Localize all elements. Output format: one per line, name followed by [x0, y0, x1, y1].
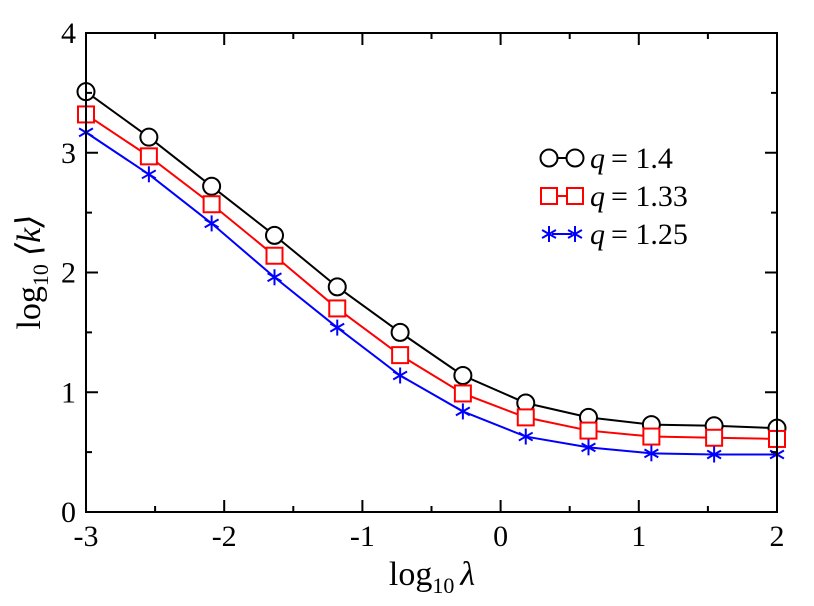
data-point: [390, 322, 410, 342]
x-tick-label: 2: [770, 520, 785, 553]
y-tick-label: 4: [61, 17, 76, 50]
x-axis-label: log10 λ: [389, 556, 475, 598]
data-point: [139, 127, 159, 147]
plot-area: [76, 82, 787, 463]
legend-entry: q = 1.4: [539, 142, 673, 175]
x-tick-label: 0: [493, 520, 508, 553]
legend-label: q = 1.33: [590, 180, 688, 213]
data-point: [202, 195, 221, 214]
data-point: [643, 445, 659, 462]
data-point: [706, 446, 722, 463]
asterisk-stroke: [267, 272, 282, 283]
asterisk-stroke: [581, 442, 596, 453]
legend-marker: [540, 187, 558, 205]
series-line: [85, 90, 778, 430]
data-point: [453, 384, 472, 403]
y-tick-label: 3: [61, 137, 76, 170]
legend-marker: [539, 148, 559, 168]
x-tick-label: -2: [212, 520, 237, 553]
data-point: [265, 225, 285, 245]
series-line: [85, 131, 777, 456]
asterisk-stroke: [518, 431, 534, 442]
data-point: [202, 176, 222, 196]
series-2: [78, 124, 785, 463]
asterisk-stroke: [141, 169, 157, 180]
plot-frame: [85, 32, 778, 513]
asterisk-stroke: [643, 448, 659, 459]
data-point: [267, 269, 282, 286]
x-tick-label: 1: [631, 520, 646, 553]
asterisk-stroke: [706, 449, 722, 460]
legend-marker: [567, 226, 583, 242]
series-0: [76, 82, 787, 438]
x-tick-label: -3: [74, 520, 99, 553]
series-1: [77, 105, 786, 448]
legend-marker: [541, 226, 557, 242]
data-point: [579, 421, 598, 440]
data-point: [453, 365, 473, 385]
data-point: [518, 428, 534, 445]
asterisk-stroke: [567, 229, 583, 239]
axis-ticks: -3 -2 -1 0 1 2 0 1 2 3 4: [61, 17, 785, 553]
y-axis-label: log10⟨k⟩: [11, 214, 53, 329]
series-line: [85, 113, 778, 440]
legend-label: q = 1.25: [590, 218, 688, 251]
data-point: [204, 215, 220, 232]
data-point: [141, 166, 157, 183]
data-point: [516, 408, 535, 427]
x-tick-label: -1: [350, 520, 375, 553]
y-tick-label: 2: [61, 257, 76, 290]
data-point: [328, 299, 347, 318]
data-point: [391, 346, 410, 365]
y-tick-label: 1: [61, 376, 76, 409]
asterisk-stroke: [204, 218, 220, 229]
asterisk-stroke: [455, 406, 471, 417]
data-point: [139, 147, 158, 166]
data-point: [265, 246, 284, 265]
data-point: [329, 319, 345, 336]
legend-entry: q = 1.33: [540, 180, 688, 213]
asterisk-stroke: [392, 370, 408, 381]
data-point: [327, 277, 347, 297]
data-point: [455, 403, 471, 420]
asterisk-stroke: [541, 229, 557, 239]
data-point: [642, 427, 661, 446]
legend-marker: [565, 148, 585, 168]
legend-label: q = 1.4: [590, 142, 673, 175]
legend-marker: [566, 187, 584, 205]
y-tick-label: 0: [61, 496, 76, 529]
asterisk-stroke: [329, 322, 345, 333]
data-point: [392, 367, 408, 384]
legend-entry: q = 1.25: [541, 218, 688, 251]
legend: q = 1.4 q = 1.33 q = 1.25: [539, 142, 688, 251]
data-point: [581, 439, 596, 456]
data-point: [705, 428, 724, 447]
